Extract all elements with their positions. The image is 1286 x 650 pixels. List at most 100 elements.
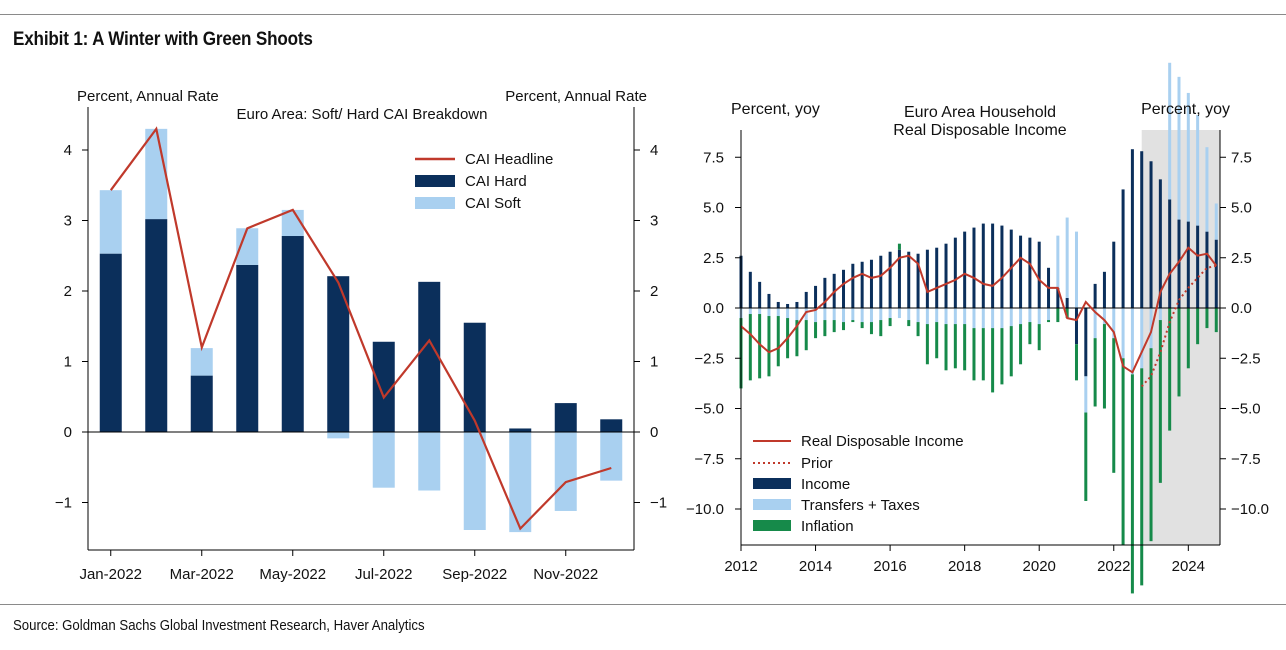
c2-bar-income <box>991 223 995 308</box>
c2-bar-transfers <box>1056 235 1060 288</box>
c1-ytick-label-left: 0 <box>64 424 72 441</box>
c1-xtick-label: Jul-2022 <box>355 566 413 583</box>
c1-bar-soft <box>99 190 122 254</box>
c2-bar-transfers <box>804 308 808 321</box>
c2-bar-income <box>814 285 818 308</box>
c2-bar-income <box>981 223 985 308</box>
c2-title-line2: Real Disposable Income <box>893 122 1067 139</box>
c2-bar-transfers <box>1037 308 1041 325</box>
c2-legend-income-swatch <box>753 478 791 489</box>
c2-bar-transfers <box>916 308 920 323</box>
c2-bar-transfers <box>944 308 948 325</box>
c1-bar-hard <box>463 322 486 432</box>
c1-bar-soft <box>327 432 350 439</box>
c1-bar-soft <box>554 432 577 511</box>
c2-bar-income <box>786 303 790 308</box>
c2-bar-transfers <box>1093 308 1097 339</box>
c1-legend-headline-label: CAI Headline <box>465 151 553 168</box>
c1-ytick-label-right: 1 <box>650 354 658 371</box>
c1-bar-soft <box>236 228 259 265</box>
c1-legend: CAI Headline CAI Hard CAI Soft <box>415 151 553 212</box>
c1-ytick-label-left: 1 <box>64 354 72 371</box>
c2-bar-transfers <box>1065 217 1069 298</box>
c2-bar-income <box>1158 179 1162 308</box>
c1-bar-hard <box>236 264 259 432</box>
c2-bar-income <box>1140 151 1144 308</box>
c2-ytick-label-right: −10.0 <box>1231 501 1269 518</box>
c2-bar-inflation <box>916 322 920 337</box>
c2-bar-transfers <box>1205 147 1209 232</box>
c2-title-line1: Euro Area Household <box>904 104 1056 121</box>
c1-bar-hard <box>190 375 213 432</box>
c2-bar-inflation <box>832 320 836 333</box>
c1-bars <box>99 128 623 533</box>
c2-bar-inflation <box>758 314 762 379</box>
c2-ytick-label-right: −7.5 <box>1231 451 1261 468</box>
c2-bar-inflation <box>1084 412 1088 501</box>
c2-bar-transfers <box>907 308 911 321</box>
c1-bar-hard <box>372 341 395 432</box>
c2-legend: Real Disposable Income Prior Income Tran… <box>753 433 964 535</box>
c2-bar-income <box>804 291 808 308</box>
c2-bar-income <box>1084 308 1088 377</box>
c2-bar-income <box>795 301 799 308</box>
c2-bar-transfers <box>758 308 762 315</box>
c2-bar-transfers <box>981 308 985 329</box>
c2-bar-inflation <box>1056 308 1060 323</box>
c2-legend-inflation-label: Inflation <box>801 518 854 535</box>
c2-bar-inflation <box>748 314 752 381</box>
c2-ytick-label-left: −10.0 <box>686 501 724 518</box>
c1-bar-soft <box>600 432 623 481</box>
c1-bar-hard <box>99 253 122 432</box>
c2-legend-transfers-label: Transfers + Taxes <box>801 497 920 514</box>
c2-xtick-label: 2020 <box>1023 558 1056 575</box>
c2-bar-inflation <box>1047 320 1051 323</box>
c2-bar-inflation <box>879 320 883 337</box>
c2-bar-income <box>888 251 892 308</box>
c2-bar-income <box>1168 199 1172 308</box>
c2-ylabel-left: Percent, yoy <box>731 101 820 118</box>
c2-bar-transfers <box>972 308 976 329</box>
c2-bar-income <box>1000 225 1004 308</box>
c1-xtick-label: Nov-2022 <box>533 566 598 583</box>
c2-bar-inflation <box>1000 328 1004 385</box>
c2-ytick-label-left: −7.5 <box>694 451 724 468</box>
c2-bar-inflation <box>925 324 929 365</box>
c2-bar-inflation <box>907 320 911 327</box>
c2-bar-inflation <box>795 320 799 357</box>
c2-bar-transfers <box>888 308 892 319</box>
source-note: Source: Goldman Sachs Global Investment … <box>13 617 425 634</box>
c2-bar-transfers <box>1084 376 1088 413</box>
c2-bar-transfers <box>776 308 780 317</box>
c2-bar-inflation <box>1121 358 1125 546</box>
c1-ytick-label-right: 2 <box>650 283 658 300</box>
c2-bar-income <box>1130 149 1134 308</box>
c2-bar-inflation <box>842 322 846 331</box>
c2-axes: 7.5 7.5 5.0 5.0 2.5 2.5 0.0 0.0 −2.5 −2.5 −5.0 −5.0… <box>686 130 1269 575</box>
c2-bar-transfers <box>767 308 771 317</box>
c2-bar-inflation <box>1149 348 1153 542</box>
c2-legend-transfers-swatch <box>753 499 791 510</box>
c2-bar-inflation <box>1037 324 1041 351</box>
c2-bar-income <box>1019 235 1023 308</box>
c2-bar-transfers <box>1130 308 1134 375</box>
c2-legend-inflation-swatch <box>753 520 791 531</box>
cai-breakdown-chart: −1 −1 0 0 1 1 2 2 3 3 4 4 Jan-2022 Mar-2022 May-2022 Ju… <box>55 88 667 583</box>
c2-bar-income <box>823 277 827 308</box>
c2-bar-transfers <box>1177 76 1181 220</box>
c2-bar-income <box>851 263 855 308</box>
c2-prior-line <box>1140 264 1217 388</box>
c2-ytick-label-right: −2.5 <box>1231 350 1261 367</box>
c2-bar-inflation <box>935 322 939 359</box>
c2-bar-inflation <box>1065 308 1069 319</box>
c1-ytick-label-left: 4 <box>64 142 72 159</box>
c1-ytick-label-right: −1 <box>650 495 667 512</box>
exhibit-title: Exhibit 1: A Winter with Green Shoots <box>13 29 313 50</box>
c1-bar-hard <box>327 276 350 432</box>
c2-bar-inflation <box>1112 338 1116 473</box>
c1-xtick-label: Jan-2022 <box>79 566 142 583</box>
c1-bar-soft <box>463 432 486 530</box>
c2-bar-income <box>869 259 873 308</box>
c2-bar-transfers <box>748 308 752 315</box>
c1-ytick-label-right: 4 <box>650 142 658 159</box>
